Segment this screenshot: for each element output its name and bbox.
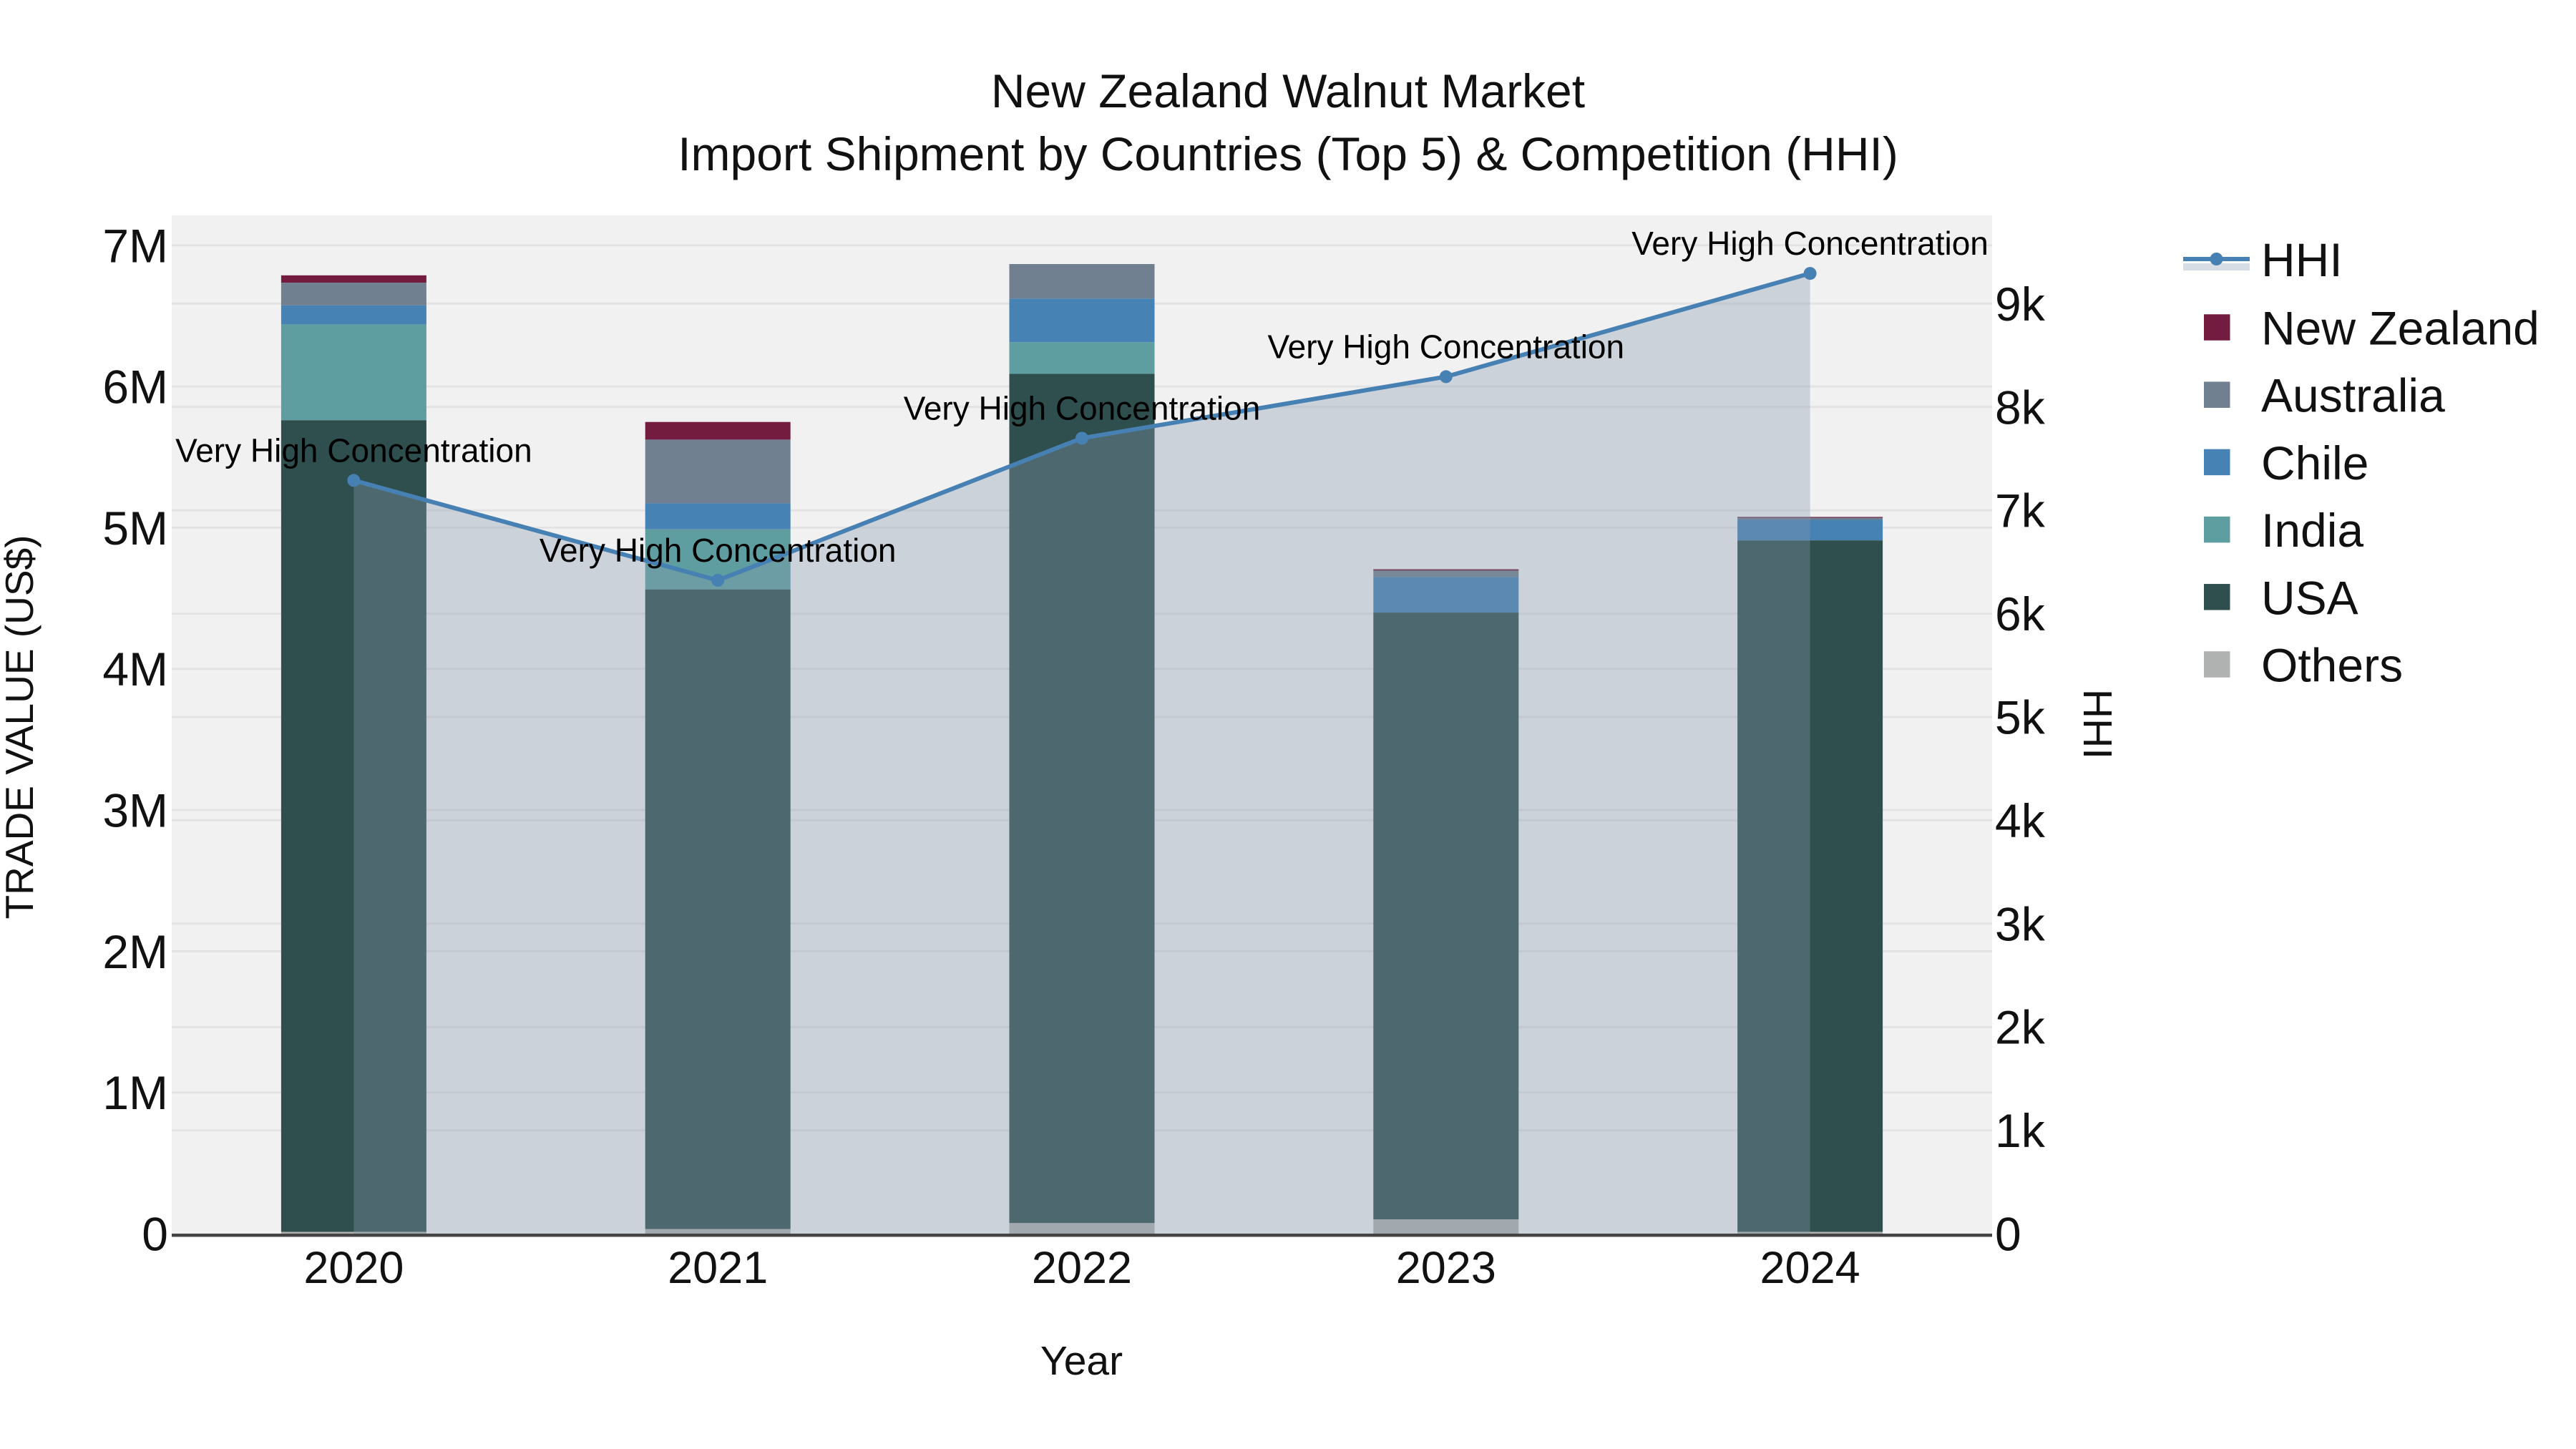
svg-text:7k: 7k [1995, 484, 2046, 537]
svg-text:2M: 2M [102, 925, 168, 978]
svg-text:9k: 9k [1995, 278, 2046, 331]
svg-text:Australia: Australia [2261, 369, 2445, 422]
svg-text:Chile: Chile [2261, 436, 2368, 489]
svg-text:3M: 3M [102, 784, 168, 837]
svg-text:2020: 2020 [303, 1243, 404, 1293]
svg-text:1M: 1M [102, 1066, 168, 1119]
svg-text:2023: 2023 [1396, 1243, 1496, 1293]
svg-text:0: 0 [1995, 1208, 2021, 1261]
svg-text:6M: 6M [102, 361, 168, 414]
svg-text:USA: USA [2261, 571, 2358, 624]
svg-text:Very High Concentration: Very High Concentration [175, 431, 532, 469]
svg-text:6k: 6k [1995, 587, 2046, 640]
svg-text:Very High Concentration: Very High Concentration [540, 532, 897, 569]
svg-text:HHI: HHI [2261, 233, 2343, 286]
svg-text:5M: 5M [102, 502, 168, 555]
svg-text:Very High Concentration: Very High Concentration [1631, 225, 1989, 262]
svg-text:7M: 7M [102, 219, 168, 272]
svg-text:4k: 4k [1995, 794, 2046, 847]
svg-text:2021: 2021 [668, 1243, 768, 1293]
svg-text:New Zealand: New Zealand [2261, 302, 2540, 355]
svg-text:New Zealand Walnut Market: New Zealand Walnut Market [991, 64, 1585, 117]
svg-text:3k: 3k [1995, 897, 2046, 950]
svg-text:2024: 2024 [1760, 1243, 1860, 1293]
svg-text:TRADE VALUE (US$): TRADE VALUE (US$) [0, 535, 42, 919]
svg-text:India: India [2261, 504, 2363, 557]
svg-text:HHI: HHI [2074, 689, 2120, 759]
svg-text:0: 0 [142, 1208, 168, 1261]
svg-text:Others: Others [2261, 639, 2403, 692]
svg-text:Very High Concentration: Very High Concentration [1267, 328, 1624, 365]
svg-text:Year: Year [1040, 1338, 1123, 1384]
svg-text:2k: 2k [1995, 1001, 2046, 1054]
svg-text:Import Shipment by Countries (: Import Shipment by Countries (Top 5) & C… [678, 127, 1898, 180]
svg-text:1k: 1k [1995, 1104, 2046, 1157]
svg-text:8k: 8k [1995, 381, 2046, 434]
svg-text:Very High Concentration: Very High Concentration [904, 389, 1261, 426]
svg-text:2022: 2022 [1032, 1243, 1132, 1293]
svg-text:4M: 4M [102, 643, 168, 696]
svg-text:5k: 5k [1995, 691, 2046, 744]
